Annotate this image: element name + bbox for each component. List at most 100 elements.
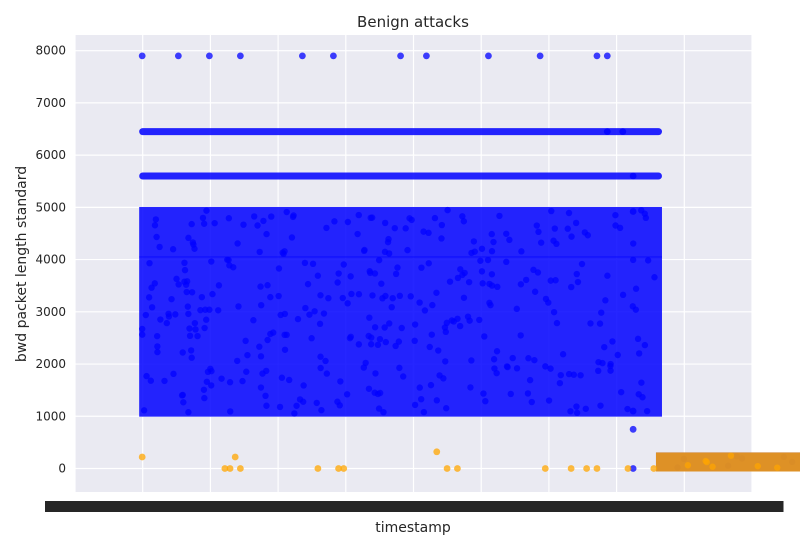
band-point bbox=[343, 391, 351, 398]
band-point bbox=[218, 375, 225, 382]
band-point bbox=[389, 294, 396, 302]
band-point bbox=[257, 384, 265, 391]
x-tick-label-glyph bbox=[648, 501, 652, 512]
x-tick-label-glyph bbox=[111, 501, 115, 512]
x-tick-label-glyph bbox=[597, 501, 601, 512]
x-tick-label-glyph bbox=[279, 501, 283, 512]
band-point bbox=[386, 320, 393, 327]
band-point bbox=[517, 281, 525, 288]
band-point bbox=[151, 222, 159, 229]
x-tick-label-glyph bbox=[183, 501, 187, 512]
band-point bbox=[250, 317, 257, 324]
band-point bbox=[163, 319, 171, 327]
x-tick-label-glyph bbox=[261, 501, 265, 512]
band-point bbox=[366, 314, 373, 321]
data-point-blue bbox=[397, 52, 404, 60]
x-tick-label-glyph bbox=[441, 501, 445, 512]
band-point bbox=[203, 207, 210, 214]
band-point bbox=[442, 358, 449, 365]
band-point bbox=[317, 353, 324, 360]
x-tick-label-glyph bbox=[591, 501, 595, 512]
x-tick-label-glyph bbox=[81, 501, 85, 512]
x-tick-label-glyph bbox=[495, 501, 499, 512]
band-point bbox=[314, 272, 322, 279]
band-point bbox=[371, 389, 378, 396]
band-point bbox=[629, 303, 636, 310]
band-point bbox=[421, 307, 429, 314]
data-point-blue bbox=[629, 465, 637, 472]
band-point bbox=[709, 463, 716, 470]
band-point bbox=[578, 260, 586, 268]
x-tick-label-glyph bbox=[360, 501, 364, 512]
band-point bbox=[257, 283, 264, 290]
band-point bbox=[411, 321, 419, 328]
x-tick-label-glyph bbox=[84, 501, 88, 512]
band-point bbox=[444, 206, 451, 214]
x-tick-label-glyph bbox=[393, 501, 397, 512]
x-tick-label-glyph bbox=[405, 501, 409, 512]
x-tick-label-glyph bbox=[756, 501, 760, 512]
band-point bbox=[468, 357, 475, 364]
band-point bbox=[573, 403, 580, 410]
chart-title: Benign attacks bbox=[357, 13, 469, 31]
y-tick-labels: 0 1000 2000 3000 4000 5000 6000 7000 8000 bbox=[35, 44, 66, 476]
band-point bbox=[774, 464, 781, 471]
band-point bbox=[256, 248, 263, 256]
band-point bbox=[431, 214, 439, 222]
band-point bbox=[185, 310, 192, 318]
band-point bbox=[607, 367, 614, 374]
x-tick-label-glyph bbox=[270, 501, 274, 512]
x-tick-label-glyph bbox=[126, 501, 130, 512]
band-point bbox=[264, 336, 271, 344]
x-tick-label-glyph bbox=[660, 501, 664, 512]
band-point bbox=[197, 306, 204, 314]
band-point bbox=[381, 219, 389, 227]
x-axis-label: timestamp bbox=[375, 520, 451, 536]
band-point bbox=[517, 332, 524, 339]
band-point bbox=[258, 301, 265, 309]
band-point bbox=[317, 364, 324, 372]
band-point bbox=[355, 341, 363, 348]
x-tick-label-glyph bbox=[213, 501, 217, 512]
band-point bbox=[391, 224, 398, 232]
y-tick-label: 0 bbox=[58, 461, 66, 475]
band-point bbox=[354, 230, 361, 238]
x-tick-label-glyph bbox=[555, 501, 559, 512]
band-point bbox=[426, 343, 433, 351]
x-tick-label-glyph bbox=[273, 501, 277, 512]
band-point bbox=[355, 291, 363, 298]
band-point bbox=[267, 330, 274, 338]
band-point bbox=[479, 280, 486, 287]
x-tick-label-glyph bbox=[129, 501, 133, 512]
x-tick-label-glyph bbox=[558, 501, 562, 512]
x-tick-label-glyph bbox=[177, 501, 181, 512]
band-point bbox=[503, 230, 510, 237]
band-point bbox=[503, 258, 510, 266]
band-point bbox=[570, 371, 578, 378]
band-point bbox=[380, 408, 387, 416]
band-point bbox=[428, 331, 435, 338]
band-point bbox=[281, 331, 288, 339]
x-tick-label-glyph bbox=[264, 501, 268, 512]
band-point bbox=[420, 408, 428, 416]
x-tick-label-glyph bbox=[78, 501, 82, 512]
band-point bbox=[188, 289, 196, 296]
band-point bbox=[406, 215, 413, 222]
band-point bbox=[317, 292, 324, 299]
band-point bbox=[360, 364, 367, 371]
dense-band-area bbox=[139, 206, 662, 258]
band-point bbox=[596, 320, 604, 327]
x-tick-label-glyph bbox=[189, 501, 193, 512]
x-tick-label-glyph bbox=[222, 501, 226, 512]
x-tick-label-glyph bbox=[204, 501, 208, 512]
band-point bbox=[367, 214, 374, 222]
band-point bbox=[153, 233, 160, 241]
x-tick-label-glyph bbox=[327, 501, 331, 512]
band-point bbox=[178, 392, 186, 399]
band-point bbox=[425, 260, 432, 267]
data-point-blue bbox=[593, 52, 601, 60]
band-point bbox=[371, 270, 379, 277]
x-tick-label-glyph bbox=[549, 501, 553, 512]
